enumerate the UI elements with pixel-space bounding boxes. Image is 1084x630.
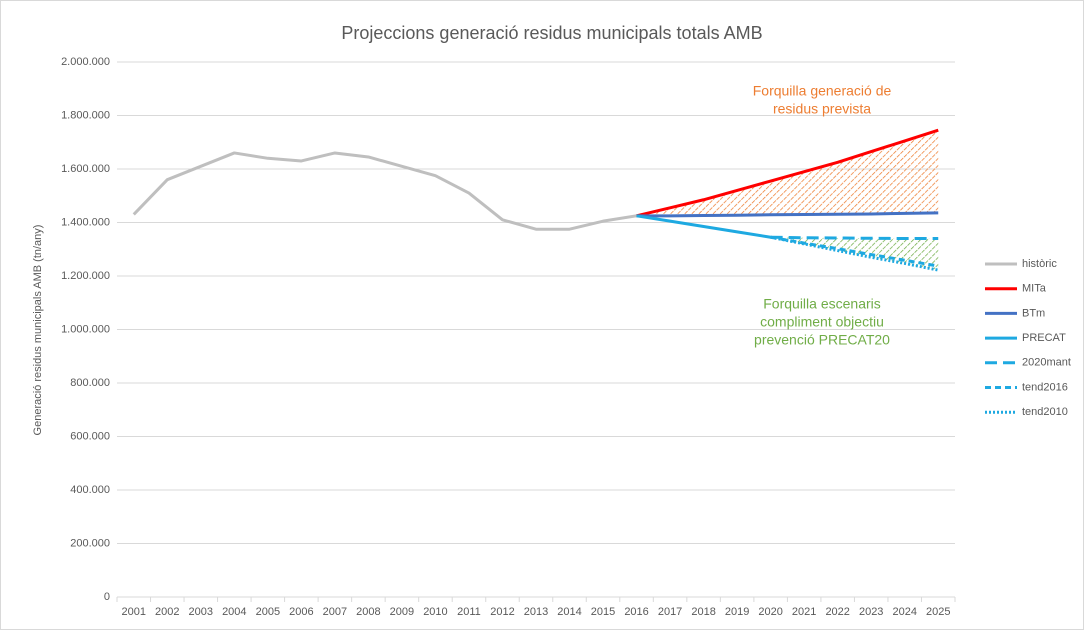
x-tick-label: 2007 xyxy=(323,606,347,618)
line-series xyxy=(770,235,939,272)
x-tick-label: 2022 xyxy=(825,606,849,618)
y-tick-label: 1.600.000 xyxy=(61,163,110,175)
y-tick-label: 1.200.000 xyxy=(61,270,110,282)
y-tick-label: 600.000 xyxy=(70,430,110,442)
line-series xyxy=(636,214,771,239)
x-tick-label: 2003 xyxy=(189,606,213,618)
y-tick-label: 1.000.000 xyxy=(61,323,110,335)
legend-label: MITa xyxy=(1022,283,1047,295)
x-tick-label: 2010 xyxy=(423,606,447,618)
x-tick-label: 2021 xyxy=(792,606,816,618)
x-tick-label: 2002 xyxy=(155,606,179,618)
x-tick-label: 2004 xyxy=(222,606,246,618)
chart-title: Projeccions generació residus municipals… xyxy=(341,23,762,43)
x-tick-label: 2024 xyxy=(892,606,916,618)
legend-label: tend2010 xyxy=(1022,406,1068,418)
line-series xyxy=(770,235,939,268)
legend-label: 2020mant xyxy=(1022,357,1071,369)
legend-label: BTm xyxy=(1022,307,1045,319)
line-series xyxy=(636,211,939,218)
y-tick-label: 200.000 xyxy=(70,537,110,549)
line-series xyxy=(132,151,637,231)
line-series xyxy=(770,235,939,241)
x-tick-label: 2001 xyxy=(122,606,146,618)
line-series xyxy=(636,128,939,218)
x-tick-label: 2025 xyxy=(926,606,950,618)
annotation: compliment objectiu xyxy=(760,314,884,330)
y-tick-label: 1.400.000 xyxy=(61,216,110,228)
x-tick-label: 2019 xyxy=(725,606,749,618)
x-tick-label: 2018 xyxy=(691,606,715,618)
x-tick-label: 2017 xyxy=(658,606,682,618)
x-tick-label: 2015 xyxy=(591,606,615,618)
x-tick-label: 2023 xyxy=(859,606,883,618)
y-axis-label: Generació residus municipals AMB (tn/any… xyxy=(32,225,44,436)
x-tick-label: 2006 xyxy=(289,606,313,618)
legend-label: tend2016 xyxy=(1022,381,1068,393)
x-tick-label: 2009 xyxy=(390,606,414,618)
hatched-range xyxy=(636,130,939,216)
annotation: prevenció PRECAT20 xyxy=(754,332,890,348)
x-tick-label: 2013 xyxy=(524,606,548,618)
annotation: residus prevista xyxy=(773,101,871,117)
legend-label: històric xyxy=(1022,258,1057,270)
y-tick-label: 1.800.000 xyxy=(61,109,110,121)
x-tick-label: 2011 xyxy=(457,606,481,618)
y-tick-label: 0 xyxy=(104,591,110,603)
x-tick-label: 2014 xyxy=(557,606,581,618)
x-tick-label: 2012 xyxy=(490,606,514,618)
annotation: Forquilla generació de xyxy=(753,83,892,99)
x-tick-label: 2008 xyxy=(356,606,380,618)
legend-label: PRECAT xyxy=(1022,332,1066,344)
y-tick-label: 2.000.000 xyxy=(61,56,110,68)
x-tick-label: 2005 xyxy=(256,606,280,618)
y-tick-label: 800.000 xyxy=(70,377,110,389)
y-tick-label: 400.000 xyxy=(70,484,110,496)
x-tick-label: 2020 xyxy=(758,606,782,618)
annotation: Forquilla escenaris xyxy=(763,296,881,312)
x-tick-label: 2016 xyxy=(624,606,648,618)
